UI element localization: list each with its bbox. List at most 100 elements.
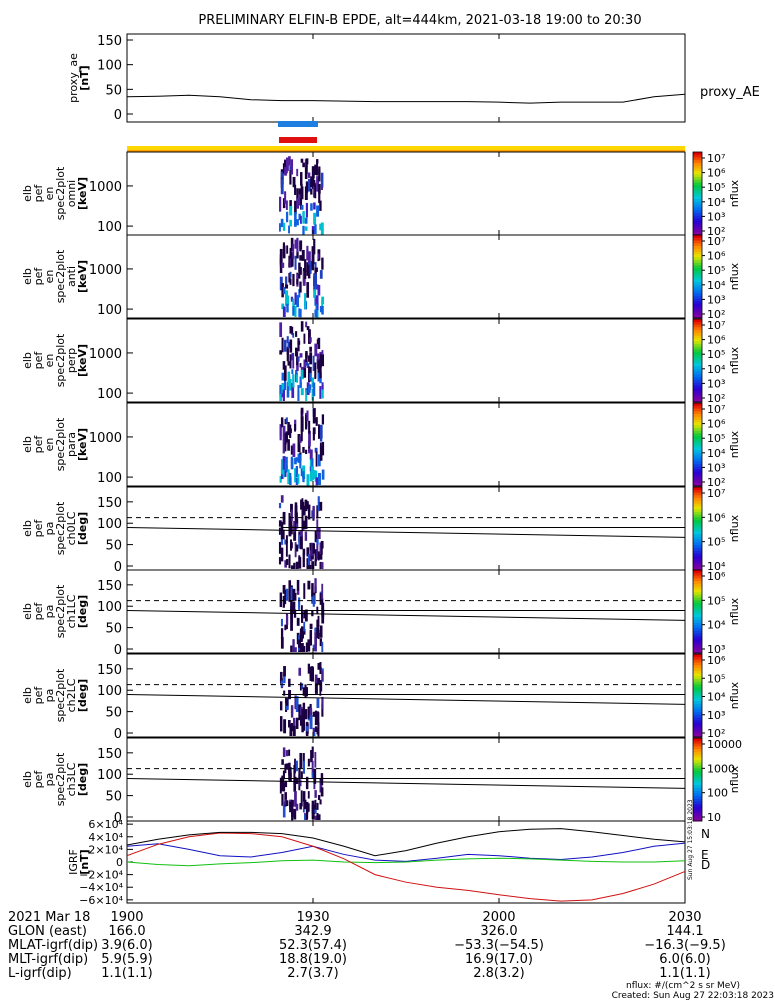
pef_pa_spec2plot_ch1LC-spectrogram-cell	[285, 614, 289, 625]
pef_en_spec2plot_para-colorbar-segment	[693, 436, 702, 440]
pef_en_spec2plot_perp-spectrogram-cell	[296, 352, 299, 366]
pef_en_spec2plot_omni-spectrogram-cell	[296, 198, 300, 209]
pef_en_spec2plot_para-spectrogram-cell	[280, 459, 283, 475]
pef_en_spec2plot_para-spectrogram-cell	[295, 457, 298, 462]
pef_pa_spec2plot_ch1LC-ylabel-line: elb	[21, 603, 34, 620]
pef_en_spec2plot_para-spectrogram-cell	[302, 446, 305, 453]
pef_pa_spec2plot_ch2LC-colorbar-tick-label: 10⁵	[707, 672, 725, 685]
igrf-legend-N: N	[701, 827, 710, 841]
pef_en_spec2plot_para-spectrogram-cell	[287, 469, 290, 477]
ephemeris-value: 16.9(17.0)	[465, 952, 533, 967]
pef_en_spec2plot_para-spectrogram-cell	[295, 465, 299, 478]
pef_en_spec2plot_anti-colorbar-segment	[693, 301, 702, 305]
pef_en_spec2plot_omni-spectrogram-cell	[320, 172, 324, 188]
pef_en_spec2plot_anti-spectrogram-cell	[294, 292, 297, 305]
pef_en_spec2plot_anti-spectrogram-cell	[281, 283, 284, 298]
pef_pa_spec2plot_ch0LC-spectrogram-cell	[300, 530, 303, 538]
pef_en_spec2plot_perp-colorbar-label: nflux	[728, 346, 741, 374]
igrf-ytick-label: 0	[116, 856, 123, 869]
pef_pa_spec2plot_ch1LC-spectrogram-cell	[292, 601, 296, 614]
pef_pa_spec2plot_ch3LC-colorbar-segment	[693, 746, 702, 750]
pef_pa_spec2plot_ch1LC-spectrogram-cell	[304, 609, 308, 622]
pef_pa_spec2plot_ch1LC-colorbar-segment	[693, 578, 702, 582]
pef_pa_spec2plot_ch0LC-spectrogram-cell	[307, 504, 311, 520]
pef_pa_spec2plot_ch1LC-colorbar-segment	[693, 589, 702, 593]
pef_pa_spec2plot_ch1LC-colorbar-segment	[693, 614, 702, 618]
pef_pa_spec2plot_ch3LC-colorbar-segment	[693, 804, 702, 808]
pef_en_spec2plot_anti-colorbar-tick-label: 10²	[707, 308, 725, 321]
pef_en_spec2plot_perp-frame	[126, 318, 686, 403]
pef_pa_spec2plot_ch3LC-spectrogram-cell	[291, 805, 294, 817]
pef_pa_spec2plot_ch2LC-spectrogram-cell	[317, 712, 320, 728]
pef_en_spec2plot_para-spectrogram-cell	[319, 445, 323, 461]
pef_en_spec2plot_para-spectrogram-cell	[279, 424, 282, 437]
pef_pa_spec2plot_ch2LC-colorbar-segment	[693, 731, 702, 735]
pef_en_spec2plot_omni-ylabel-line: pef	[32, 184, 45, 203]
pef_en_spec2plot_omni-colorbar-segment	[693, 157, 702, 161]
pef_pa_spec2plot_ch1LC-spectrogram-cell	[300, 628, 304, 638]
pef_pa_spec2plot_ch3LC-colorbar-segment	[693, 785, 702, 789]
pef_pa_spec2plot_ch1LC-spectrogram-cell	[303, 583, 306, 599]
pef_pa_spec2plot_ch3LC-spectrogram-cell	[281, 793, 284, 806]
pef_en_spec2plot_omni-spectrogram-cell	[296, 219, 299, 226]
pef_en_spec2plot_para-colorbar-segment	[693, 411, 702, 415]
pef_pa_spec2plot_ch2LC-spectrogram-cell	[279, 716, 283, 732]
xaxis-tick-label: 1900	[110, 910, 143, 925]
pef_pa_spec2plot_ch3LC-colorbar-frame	[692, 737, 703, 822]
pef_en_spec2plot_perp-colorbar-segment	[693, 352, 702, 356]
pef_pa_spec2plot_ch1LC-ylabel-line: [deg]	[76, 595, 89, 628]
pef_pa_spec2plot_ch3LC-spectrogram-cell	[313, 768, 317, 784]
pef_en_spec2plot_perp-spectrogram-cell	[279, 322, 283, 338]
pef_pa_spec2plot_ch2LC-spectrogram-cell	[285, 698, 289, 706]
ephemeris-value: 2.8(3.2)	[473, 966, 525, 981]
pef_pa_spec2plot_ch3LC-spectrogram-cell	[314, 815, 318, 820]
pef_en_spec2plot_perp-spectrogram-cell	[303, 361, 307, 368]
pef_en_spec2plot_perp-spectrogram-cell	[308, 355, 311, 362]
pef_pa_spec2plot_ch0LC-colorbar-tick-label: 10⁷	[707, 487, 725, 500]
pef_pa_spec2plot_ch3LC-ytick-label: 0	[114, 811, 122, 826]
pef_pa_spec2plot_ch1LC-colorbar-segment	[693, 600, 702, 604]
pef_en_spec2plot_perp-colorbar-segment	[693, 360, 702, 364]
pef_pa_spec2plot_ch2LC-spectrogram-cell	[305, 687, 308, 697]
pef_en_spec2plot_anti-colorbar-segment	[693, 276, 702, 280]
ae-ytick-label: 150	[97, 34, 122, 49]
pef_en_spec2plot_para-colorbar-segment	[693, 427, 702, 432]
pef_en_spec2plot_para-spectrogram-cell	[309, 449, 313, 460]
pef_en_spec2plot_omni-spectrogram-cell	[304, 186, 308, 200]
pef_en_spec2plot_omni-spectrogram-cell	[305, 181, 309, 193]
pef_pa_spec2plot_ch2LC-colorbar-segment	[693, 725, 702, 730]
pef_pa_spec2plot_ch1LC-colorbar-segment	[693, 622, 702, 626]
pef_pa_spec2plot_ch1LC-spectrogram-cell	[312, 644, 316, 651]
pef_en_spec2plot_perp-spectrogram-cell	[321, 350, 324, 355]
plot-title: PRELIMINARY ELFIN-B EPDE, alt=444km, 202…	[198, 13, 641, 28]
pef_en_spec2plot_omni-colorbar-segment	[693, 174, 702, 178]
pef_pa_spec2plot_ch3LC-spectrogram-cell	[311, 772, 315, 778]
pef_en_spec2plot_anti-spectrogram-cell	[294, 255, 297, 270]
pef_en_spec2plot_para-spectrogram-cell	[312, 469, 316, 480]
pef_en_spec2plot_omni-spectrogram-cell	[298, 193, 301, 206]
pef_en_spec2plot_omni-spectrogram-cell	[305, 202, 308, 218]
pef_en_spec2plot_perp-colorbar-segment	[693, 366, 702, 370]
pef_en_spec2plot_perp-spectrogram-cell	[300, 321, 304, 332]
pef_en_spec2plot_perp-colorbar-segment	[693, 363, 702, 367]
pef_pa_spec2plot_ch3LC-colorbar-tick-label: 1000	[707, 762, 735, 775]
pef_en_spec2plot_para-spectrogram-cell	[279, 476, 282, 483]
pef_pa_spec2plot_ch2LC-spectrogram-cell	[279, 671, 283, 682]
pef_pa_spec2plot_ch1LC-spectrogram-cell	[300, 611, 304, 623]
pef_en_spec2plot_omni-spectrogram-cell	[305, 158, 308, 174]
pef_pa_spec2plot_ch3LC-spectrogram-cell	[284, 763, 287, 774]
pef_pa_spec2plot_ch0LC-spectrogram-cell	[302, 553, 305, 568]
pef_pa_spec2plot_ch3LC-spectrogram-cell	[284, 780, 288, 788]
pef_en_spec2plot_anti-colorbar-segment	[693, 293, 702, 297]
igrf-ytick-label: 2×10⁴	[88, 843, 123, 856]
pef_pa_spec2plot_ch0LC-spectrogram-cell	[278, 557, 282, 565]
pef_en_spec2plot_para-colorbar-segment	[693, 438, 702, 443]
pef_pa_spec2plot_ch2LC-spectrogram-cell	[319, 662, 322, 669]
pef_pa_spec2plot_ch2LC-colorbar-segment	[693, 695, 702, 699]
pef_pa_spec2plot_ch0LC-spectrogram-cell	[295, 561, 299, 569]
pef_pa_spec2plot_ch2LC-colorbar-segment	[693, 723, 702, 727]
pef_pa_spec2plot_ch1LC-frame	[126, 569, 686, 654]
pef_pa_spec2plot_ch2LC-spectrogram-cell	[288, 719, 291, 727]
pef_pa_spec2plot_ch3LC-colorbar-segment	[693, 776, 702, 780]
pef_en_spec2plot_anti-spectrogram-cell	[292, 273, 295, 287]
